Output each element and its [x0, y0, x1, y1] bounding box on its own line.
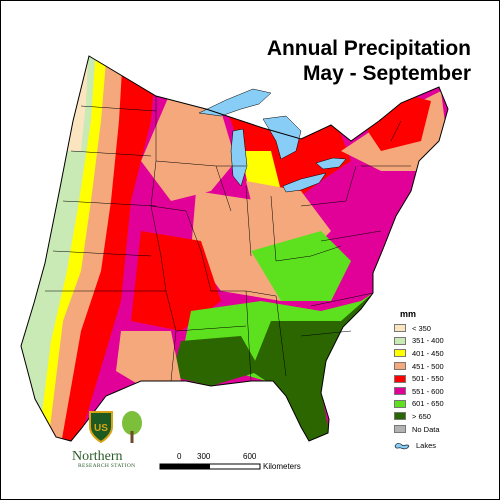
lake-huron	[262, 115, 302, 160]
legend-item: 601 - 650	[394, 398, 494, 411]
legend-label: 451 - 500	[412, 361, 444, 371]
legend-label-lakes: Lakes	[416, 441, 437, 451]
forest-service-logos: US	[89, 411, 142, 444]
legend-unit: mm	[400, 309, 417, 319]
legend-item: < 350	[394, 322, 494, 335]
org-subtitle: RESEARCH STATION	[78, 463, 136, 469]
legend-swatch	[394, 425, 406, 434]
org-name: Northern	[72, 449, 123, 464]
logo-area: US	[81, 409, 161, 469]
legend-label: 601 - 650	[412, 399, 444, 409]
tree-icon	[122, 411, 142, 443]
legend-item: > 650	[394, 410, 494, 423]
legend-swatch	[394, 387, 406, 396]
zone-451-500-texas	[116, 331, 181, 386]
scale-unit: Kilometers	[263, 462, 301, 471]
lake-michigan	[230, 128, 248, 187]
legend-swatch	[394, 362, 406, 371]
scale-tick-600: 600	[243, 452, 257, 461]
legend-label: 551 - 600	[412, 386, 444, 396]
legend-item-lakes: Lakes	[394, 439, 494, 452]
legend-swatch	[394, 412, 406, 421]
zone-501-550-maine	[361, 96, 431, 151]
legend-item: 451 - 500	[394, 360, 494, 373]
scale-tick-0: 0	[177, 452, 182, 461]
zone-601-650-appalachia	[251, 231, 351, 301]
lake-icon	[394, 442, 410, 449]
legend-label: > 650	[412, 411, 431, 421]
legend-swatch	[394, 374, 406, 383]
legend: mm < 350 351 - 400 401 - 450 451 - 500 501 -…	[394, 309, 494, 452]
zone-501-550-missouri	[131, 231, 221, 331]
legend-label: < 350	[412, 323, 431, 333]
legend-item: No Data	[394, 423, 494, 436]
legend-swatch	[394, 324, 406, 333]
lake-superior	[198, 88, 272, 117]
map-subtitle: May - September	[302, 62, 471, 85]
lake-erie	[282, 172, 327, 193]
legend-items: < 350 351 - 400 401 - 450 451 - 500 501 - 55…	[394, 322, 494, 435]
map-title: Annual Precipitation	[266, 37, 471, 60]
zone-gt-650-gulf	[171, 336, 261, 386]
shield-text: US	[94, 423, 108, 434]
legend-label: 401 - 450	[412, 348, 444, 358]
legend-label: No Data	[412, 424, 440, 434]
scale-bar-graphic	[159, 463, 261, 470]
great-lakes	[198, 88, 347, 193]
state-boundaries	[45, 96, 411, 382]
legend-swatch	[394, 336, 406, 345]
usda-shield-icon: US	[89, 411, 113, 444]
legend-swatch	[394, 349, 406, 358]
zone-lt-350	[21, 56, 91, 161]
legend-item: 351 - 400	[394, 335, 494, 348]
legend-item: 501 - 550	[394, 372, 494, 385]
legend-label: 351 - 400	[412, 336, 444, 346]
legend-item: 551 - 600	[394, 385, 494, 398]
legend-label: 501 - 550	[412, 374, 444, 384]
legend-item: 401 - 450	[394, 347, 494, 360]
scale-tick-300: 300	[197, 452, 211, 461]
legend-swatch	[394, 399, 406, 408]
region-outline	[20, 55, 449, 442]
lake-ontario	[315, 157, 347, 170]
zone-451-500-iowa	[141, 91, 236, 201]
